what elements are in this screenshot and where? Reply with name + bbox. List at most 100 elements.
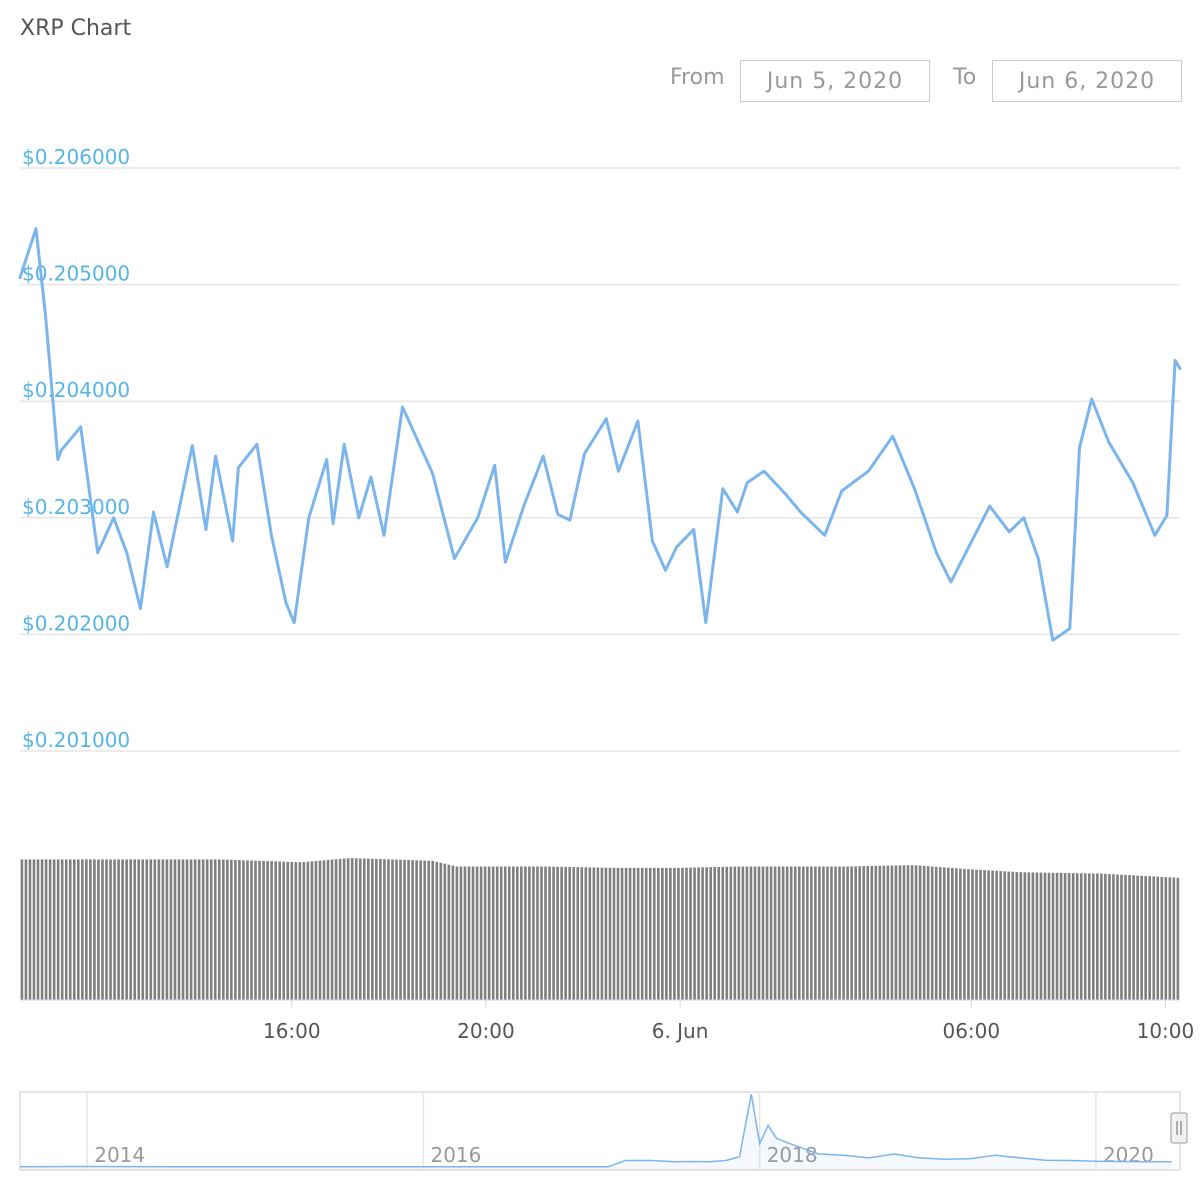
- volume-bar: [322, 860, 326, 1000]
- volume-bar: [890, 865, 894, 1000]
- volume-bar: [294, 862, 298, 1000]
- volume-bar: [942, 867, 946, 1000]
- volume-bar: [89, 859, 92, 1000]
- volume-bar: [40, 859, 44, 1000]
- volume-bar: [608, 867, 612, 1000]
- volume-bar: [97, 859, 100, 1000]
- volume-bar: [612, 867, 616, 1000]
- volume-bar: [1047, 872, 1051, 1000]
- volume-bar: [93, 859, 96, 1000]
- volume-bar: [350, 858, 354, 1000]
- volume-bar: [669, 867, 672, 1000]
- volume-bar: [516, 866, 519, 1000]
- volume-bar: [854, 866, 857, 1000]
- volume-bar: [1055, 872, 1059, 1000]
- volume-bar: [1164, 877, 1168, 1000]
- volume-bar: [906, 865, 910, 1000]
- volume-bar: [576, 867, 580, 1000]
- volume-bar: [568, 867, 572, 1000]
- volume-bar: [495, 866, 499, 1000]
- volume-bar: [632, 867, 636, 1000]
- volume-bar: [600, 867, 604, 1000]
- volume-bar: [1043, 872, 1047, 1000]
- volume-bar: [173, 859, 177, 1000]
- volume-bar: [262, 861, 265, 1000]
- volume-bar: [580, 867, 584, 1000]
- volume-bar: [1100, 873, 1103, 1000]
- volume-bar: [584, 867, 588, 1000]
- volume-bar: [318, 860, 322, 1000]
- y-tick-label: $0.206000: [22, 145, 130, 169]
- volume-bar: [850, 866, 853, 1000]
- volume-bar: [745, 866, 749, 1000]
- volume-bar: [298, 862, 302, 1000]
- volume-bar: [64, 859, 68, 1000]
- volume-bar: [938, 867, 942, 1000]
- volume-bar: [830, 866, 833, 1000]
- volume-bar: [1132, 875, 1135, 1000]
- x-tick-label: 10:00: [1137, 1019, 1195, 1043]
- volume-bar: [789, 866, 793, 1000]
- volume-bar: [431, 860, 435, 1000]
- volume-bar: [387, 859, 390, 1000]
- volume-bar: [797, 866, 801, 1000]
- volume-bar: [616, 867, 620, 1000]
- navigator-tick-label: 2020: [1103, 1143, 1154, 1167]
- volume-bar: [371, 858, 374, 1000]
- volume-bar: [342, 858, 346, 1000]
- volume-bar: [1011, 871, 1015, 1000]
- volume-bar: [781, 866, 785, 1000]
- x-tick-label: 20:00: [457, 1019, 515, 1043]
- volume-bar: [946, 867, 950, 1000]
- volume-bar: [1083, 873, 1087, 1000]
- volume-bar: [697, 867, 700, 1000]
- volume-bar: [592, 867, 596, 1000]
- volume-bar: [483, 866, 487, 1000]
- volume-bar: [1152, 876, 1156, 1000]
- volume-bar: [729, 866, 733, 1000]
- to-label: To: [953, 65, 977, 90]
- volume-bar: [20, 859, 24, 1000]
- volume-bar: [648, 867, 652, 1000]
- volume-bar: [552, 866, 555, 1000]
- volume-bar: [266, 861, 269, 1000]
- volume-bar: [1096, 873, 1099, 1000]
- volume-bar: [806, 866, 809, 1000]
- volume-bar: [330, 859, 334, 1000]
- volume-bar: [427, 860, 431, 1000]
- volume-bar: [354, 858, 358, 1000]
- navigator-tick-label: 2018: [767, 1143, 818, 1167]
- volume-bar: [604, 867, 608, 1000]
- volume-bar: [197, 859, 201, 1000]
- volume-bar: [1071, 873, 1075, 1000]
- volume-bar: [951, 868, 954, 1000]
- volume-bar: [1015, 872, 1019, 1000]
- volume-bar: [858, 866, 862, 1000]
- volume-bar: [661, 867, 664, 1000]
- volume-bar: [826, 866, 829, 1000]
- volume-bar: [902, 865, 906, 1000]
- navigator-line: [19, 1094, 1172, 1168]
- volume-bar: [306, 861, 310, 1000]
- volume-bar: [652, 867, 656, 1000]
- from-date-input[interactable]: Jun 5, 2020: [740, 60, 930, 102]
- volume-bar: [121, 859, 124, 1000]
- volume-bar: [129, 859, 132, 1000]
- volume-bar: [274, 861, 277, 1000]
- volume-bar: [282, 861, 286, 1000]
- volume-bar: [346, 858, 350, 1000]
- navigator-tick-label: 2016: [430, 1143, 481, 1167]
- volume-bar: [886, 865, 890, 1000]
- to-date-input[interactable]: Jun 6, 2020: [992, 60, 1182, 102]
- volume-bar: [1116, 874, 1119, 1000]
- volume-bar: [185, 859, 189, 1000]
- volume-bar: [375, 858, 378, 1000]
- volume-bar: [846, 866, 849, 1000]
- volume-bar: [36, 859, 40, 1000]
- volume-bar: [644, 867, 648, 1000]
- volume-bar: [878, 865, 882, 1000]
- navigator-handle[interactable]: [1170, 1112, 1188, 1144]
- volume-bar: [403, 859, 406, 1000]
- volume-bar: [636, 867, 640, 1000]
- volume-bar: [765, 866, 769, 1000]
